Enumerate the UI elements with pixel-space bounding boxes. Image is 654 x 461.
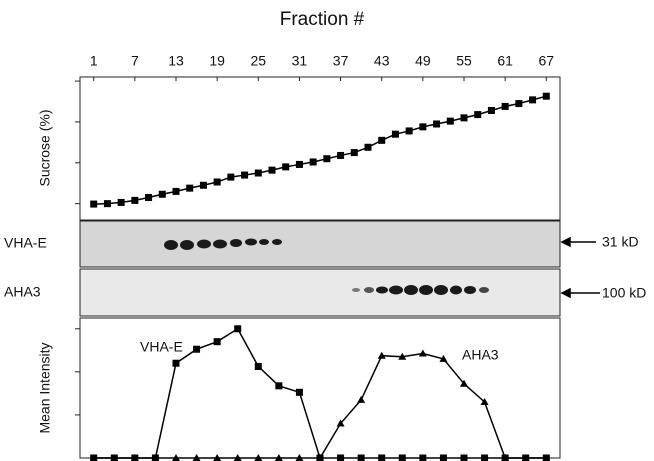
- x-tick-label: 31: [292, 53, 308, 69]
- marker: [255, 170, 262, 177]
- marker: [447, 118, 454, 125]
- marker: [186, 185, 193, 192]
- marker: [529, 96, 536, 103]
- marker: [515, 100, 522, 107]
- marker: [378, 137, 385, 144]
- marker: [255, 363, 262, 370]
- chart-title: Fraction #: [280, 9, 365, 30]
- marker: [282, 163, 289, 170]
- marker: [378, 455, 385, 461]
- marker: [323, 155, 330, 162]
- marker: [296, 389, 303, 396]
- marker: [200, 182, 207, 189]
- marker: [193, 346, 200, 353]
- marker: [474, 111, 481, 118]
- y-axis-label: Mean Intensity: [37, 342, 53, 433]
- marker: [357, 396, 365, 403]
- marker: [227, 174, 234, 181]
- marker: [118, 199, 125, 206]
- series-label: VHA-E: [140, 339, 183, 355]
- marker: [488, 107, 495, 114]
- marker: [104, 200, 111, 207]
- marker: [275, 382, 282, 389]
- x-tick-label: 49: [415, 53, 431, 69]
- marker: [481, 455, 488, 461]
- marker: [173, 188, 180, 195]
- marker: [543, 93, 550, 100]
- marker: [214, 338, 221, 345]
- size-marker: 31 kD: [602, 234, 639, 250]
- size-marker: 100 kD: [602, 285, 646, 301]
- x-tick-label: 67: [538, 53, 554, 69]
- x-tick-label: 1: [90, 53, 98, 69]
- marker: [399, 455, 406, 461]
- x-tick-label: 55: [456, 53, 472, 69]
- marker: [310, 158, 317, 165]
- marker: [461, 114, 468, 121]
- marker: [241, 172, 248, 179]
- marker: [419, 123, 426, 130]
- x-tick-label: 61: [497, 53, 513, 69]
- x-tick-label: 25: [250, 53, 266, 69]
- figure: Fraction # Sucrose (%) Mean Intensity VH…: [0, 0, 654, 461]
- marker: [269, 167, 276, 174]
- marker: [337, 455, 344, 461]
- marker: [365, 144, 372, 151]
- blot-strip: [80, 269, 560, 316]
- marker: [234, 325, 241, 332]
- y-axis-label: Sucrose (%): [37, 109, 53, 186]
- marker: [90, 201, 97, 208]
- blot-label: AHA3: [4, 284, 41, 300]
- series-label: AHA3: [462, 347, 499, 363]
- blot-strip: [80, 221, 560, 267]
- marker: [502, 103, 509, 110]
- marker: [131, 197, 138, 204]
- marker: [159, 191, 166, 198]
- marker: [173, 360, 180, 367]
- x-tick-label: 43: [374, 53, 390, 69]
- marker: [337, 152, 344, 159]
- marker: [145, 194, 152, 201]
- marker: [406, 127, 413, 134]
- marker: [461, 455, 468, 461]
- marker: [440, 455, 447, 461]
- x-tick-label: 13: [168, 53, 184, 69]
- marker: [214, 179, 221, 186]
- marker: [419, 455, 426, 461]
- line: [94, 354, 547, 458]
- marker: [351, 149, 358, 156]
- marker: [358, 455, 365, 461]
- x-tick-label: 19: [209, 53, 225, 69]
- marker: [392, 131, 399, 138]
- x-tick-label: 37: [333, 53, 349, 69]
- blot-label: VHA-E: [4, 235, 47, 251]
- arrows: [562, 238, 600, 297]
- x-tick-label: 7: [131, 53, 139, 69]
- marker: [419, 350, 427, 357]
- marker: [296, 161, 303, 168]
- marker: [433, 120, 440, 127]
